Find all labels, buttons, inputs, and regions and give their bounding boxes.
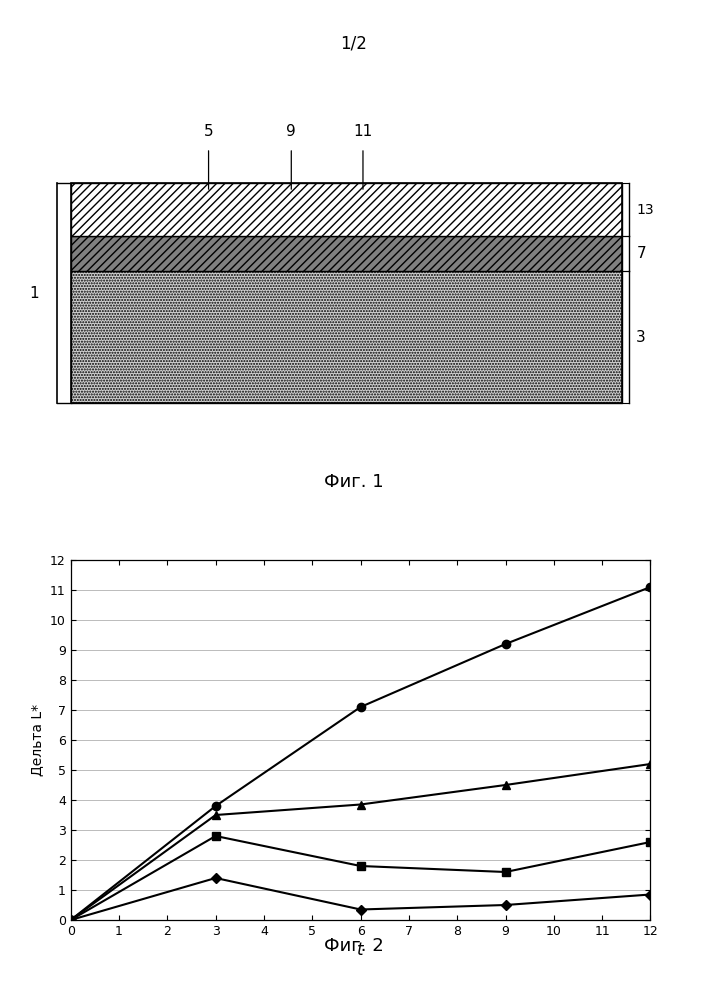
Text: Фиг. 1: Фиг. 1 [324, 473, 383, 491]
Text: 11: 11 [354, 124, 373, 139]
Text: 5: 5 [204, 124, 214, 139]
X-axis label: t: t [357, 941, 364, 959]
Text: 1/2: 1/2 [340, 35, 367, 53]
Text: 1: 1 [29, 286, 39, 301]
Bar [71, 236, 622, 271]
Bar [71, 183, 622, 403]
Text: Фиг. 2: Фиг. 2 [324, 937, 383, 955]
Text: 9: 9 [286, 124, 296, 139]
Text: 3: 3 [636, 330, 646, 345]
Bar [71, 271, 622, 403]
Text: 13: 13 [636, 203, 654, 217]
Y-axis label: Дельта L*: Дельта L* [30, 704, 45, 776]
Text: 7: 7 [636, 246, 646, 261]
Bar [71, 183, 622, 236]
